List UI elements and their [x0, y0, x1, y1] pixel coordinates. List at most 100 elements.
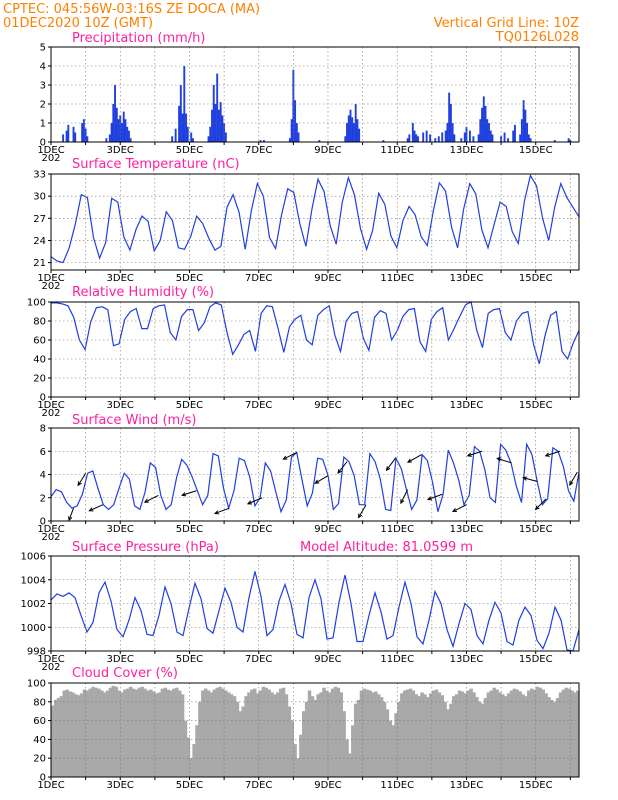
precipitation-panel: Precipitation (mm/h) 0 1 2 3 4 5 1DEC 3DEC 5DEC 7… [37, 31, 580, 164]
cloud-bar [397, 701, 401, 777]
precip-bar [491, 134, 494, 142]
cloud-bar [431, 690, 436, 777]
cloud-bar [322, 687, 326, 777]
press-line [50, 571, 580, 652]
x-tick-label: 13DEC [450, 780, 484, 791]
cloud-bar [82, 689, 87, 777]
wind-vector-shaft [407, 454, 422, 463]
y-tick-label: 80 [33, 317, 46, 328]
cloud-bar [417, 696, 421, 777]
cloud-bar [273, 694, 277, 777]
cloud-bar [267, 689, 271, 777]
wind-vector-head [466, 452, 472, 457]
x-tick-label: 1DEC [37, 780, 64, 791]
precip-bar [294, 100, 297, 142]
cloud-bar [388, 720, 393, 777]
cloud-bar [206, 690, 211, 777]
precip-bar [62, 134, 65, 142]
cloud-bar [463, 693, 468, 777]
cloud-bar [440, 695, 444, 777]
x-tick-label: 13DEC [450, 524, 484, 535]
cloud-bar [166, 689, 170, 777]
precip-bar [449, 104, 452, 142]
cloud-bar [576, 690, 580, 777]
cloud-bar [123, 689, 127, 777]
cloud-bar [157, 692, 162, 777]
precip-bar [181, 113, 184, 142]
precip-bar [129, 138, 132, 142]
cloud-bar [377, 694, 381, 777]
x-tick-label: 3DEC [107, 524, 134, 535]
x-tick-label: 9DEC [314, 145, 341, 156]
precip-bar [344, 136, 347, 142]
cloud-bar [382, 701, 387, 777]
x-tick-label: 15DEC [519, 654, 553, 665]
wind-vector-head [314, 479, 320, 484]
cloud-frame [50, 682, 580, 778]
x-tick-label: 13DEC [450, 145, 484, 156]
cloud-bar [128, 686, 133, 777]
precip-bar [174, 128, 177, 142]
cloud-bar [177, 690, 182, 777]
x-tick-label: 9DEC [314, 524, 341, 535]
precip-bar [114, 85, 117, 142]
x-tick-label: 5DEC [176, 524, 203, 535]
cloud-bar [538, 687, 543, 777]
wind-vector-shaft [89, 504, 104, 512]
precip-bar [453, 134, 456, 142]
x-tick-label: 1DEC [37, 524, 64, 535]
cloud-bar [227, 692, 231, 777]
cloud-bar [247, 692, 251, 777]
cloud-bar [391, 725, 395, 777]
precip-bar [481, 107, 484, 142]
precip-bar [463, 132, 466, 142]
precipitation-title: Precipitation (mm/h) [72, 31, 205, 46]
cloud-bar [356, 699, 361, 777]
precip-bar [211, 109, 213, 142]
cloud-bar [501, 694, 505, 777]
cloud-bar [561, 689, 566, 777]
y-tick-label: 1002 [21, 599, 46, 610]
pressure-title: Surface Pressure (hPa) [72, 540, 219, 555]
cloud-bar [515, 689, 520, 777]
precip-bar [112, 104, 115, 142]
cloud-bar [403, 690, 407, 777]
precip-bar [434, 138, 437, 142]
cloud-bar [374, 691, 378, 777]
wind-vector-head [246, 500, 252, 505]
precip-bar [221, 115, 224, 142]
y-tick-label: 20 [33, 754, 46, 765]
cloud-bar [252, 688, 257, 777]
precip-bar [117, 119, 120, 142]
cloud-bar [241, 706, 245, 777]
x-tick-label: 5DEC [176, 145, 203, 156]
header-location: CPTEC: 045:56W-03:16S ZE DOCA (MA) [3, 2, 260, 17]
precip-bar [489, 130, 492, 142]
cloud-bar [278, 688, 283, 777]
x-tick-label: 15DEC [519, 524, 553, 535]
precip-bar [465, 126, 468, 142]
cloud-bar [100, 690, 104, 777]
cloud-bar [503, 696, 508, 777]
x-year-label-cut: 202 [41, 281, 60, 292]
precip-bar [171, 136, 174, 142]
precip-bar [65, 130, 68, 142]
cloud-bar [342, 711, 346, 777]
cloud-bar [319, 692, 323, 777]
precip-bar [110, 123, 113, 142]
wind-vector-shaft [314, 475, 329, 484]
precip-bar [124, 119, 127, 142]
cloud-bar [287, 706, 292, 777]
cloud-bar [400, 693, 404, 777]
precip-bar [347, 115, 350, 142]
cloud-bar [209, 692, 214, 777]
cloud-bar [258, 690, 263, 777]
temperature-panel: Surface Temperature (nC) 21 24 27 30 33 1DEC 3… [33, 157, 580, 292]
cloud-bar [498, 692, 502, 777]
wind-vector-head [337, 468, 342, 474]
precip-bar [444, 130, 447, 142]
cloud-bar [59, 696, 64, 777]
precip-bar [122, 111, 125, 142]
y-tick-label: 33 [33, 170, 46, 181]
x-tick-label: 3DEC [107, 654, 134, 665]
